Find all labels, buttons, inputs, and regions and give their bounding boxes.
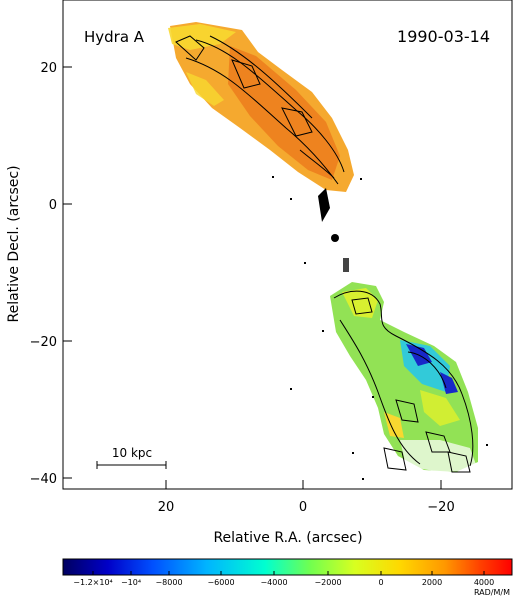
scale-bar: 10 kpc — [96, 446, 167, 469]
colorbar-tick-label: 4000 — [474, 578, 494, 587]
y-tick-label: −20 — [30, 335, 57, 350]
colorbar-tick-label: −4000 — [260, 578, 287, 587]
y-tick-label: 20 — [40, 61, 57, 76]
colorbar-tick-label: −8000 — [155, 578, 182, 587]
radio-source-image — [168, 22, 488, 480]
x-tick-label: −20 — [427, 500, 454, 515]
colorbar-tick-labels: −1.2×10⁴ −10⁴ −8000 −6000 −4000 −2000 0 … — [73, 578, 494, 587]
colorbar-ticks — [92, 571, 485, 575]
y-tick-label: 0 — [49, 198, 57, 213]
colorbar-tick-label: −1.2×10⁴ — [73, 578, 113, 587]
y-axis-label: Relative Decl. (arcsec) — [6, 165, 22, 322]
colorbar-unit-label: RAD/M/M — [474, 588, 510, 597]
colorbar — [62, 558, 513, 576]
x-tick-label: 0 — [299, 500, 307, 515]
colorbar-tick-label: −10⁴ — [121, 578, 141, 587]
x-axis-label: Relative R.A. (arcsec) — [213, 530, 362, 546]
south-lobe — [330, 282, 478, 473]
jet-knot — [343, 258, 349, 272]
core-dot — [331, 234, 339, 242]
colorbar-tick-label: −6000 — [207, 578, 234, 587]
source-label: Hydra A — [84, 28, 145, 46]
colorbar-tick-label: 2000 — [422, 578, 442, 587]
north-lobe — [168, 22, 354, 222]
scale-bar-label: 10 kpc — [112, 446, 152, 460]
colorbar-tick-label: 0 — [378, 578, 383, 587]
colorbar-tick-label: −2000 — [314, 578, 341, 587]
axis-ticks — [63, 66, 442, 489]
date-label: 1990-03-14 — [397, 27, 490, 46]
x-tick-label: 20 — [158, 500, 175, 515]
noise-pixels — [272, 176, 488, 480]
y-tick-label: −40 — [30, 472, 57, 487]
